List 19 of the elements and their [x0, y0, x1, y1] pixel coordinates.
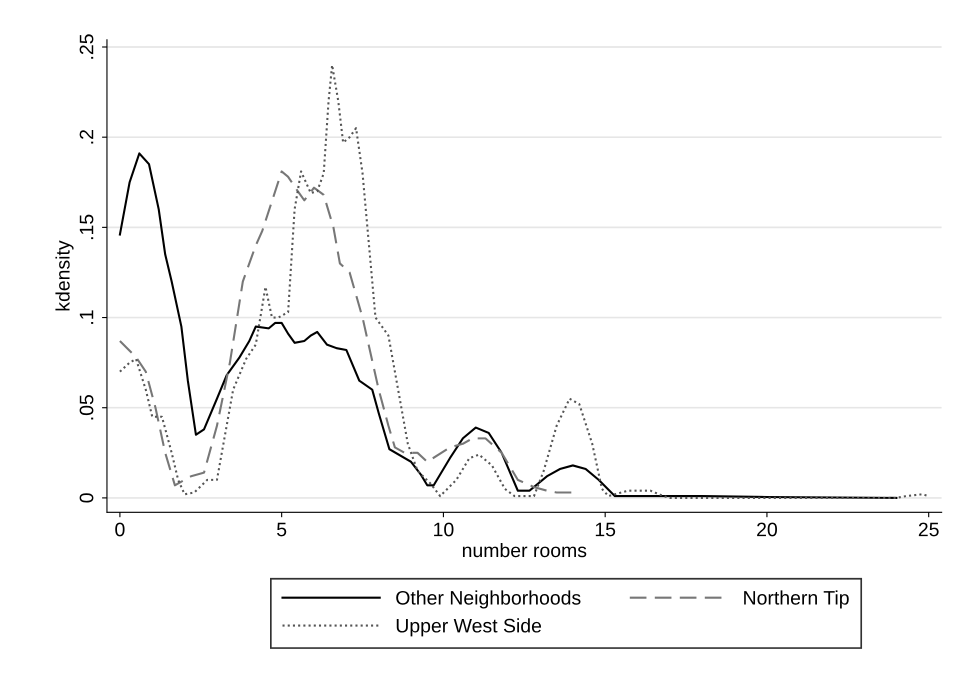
x-tick-label: 0: [115, 522, 125, 536]
x-tick-label: 5: [277, 522, 286, 536]
y-tick-label: .2: [80, 130, 94, 144]
legend-label: Northern Tip: [744, 590, 849, 609]
y-tick-label: .05: [80, 395, 94, 420]
x-tick-label: 25: [918, 522, 939, 536]
y-axis-title: kdensity: [55, 240, 74, 310]
y-tick-label: .15: [80, 214, 94, 240]
line-series: [118, 152, 898, 499]
legend-label: Other Neighborhoods: [396, 590, 580, 609]
y-tick-label: .25: [80, 34, 94, 59]
line-series: [118, 170, 574, 494]
legend-label: Upper West Side: [396, 618, 542, 636]
y-tick-label: .1: [80, 310, 94, 324]
x-tick-label: 20: [757, 522, 777, 536]
x-tick-label: 10: [434, 522, 454, 536]
x-axis-title: number rooms: [462, 542, 586, 558]
y-tick-label: 0: [80, 493, 94, 503]
x-tick-label: 15: [596, 522, 616, 536]
